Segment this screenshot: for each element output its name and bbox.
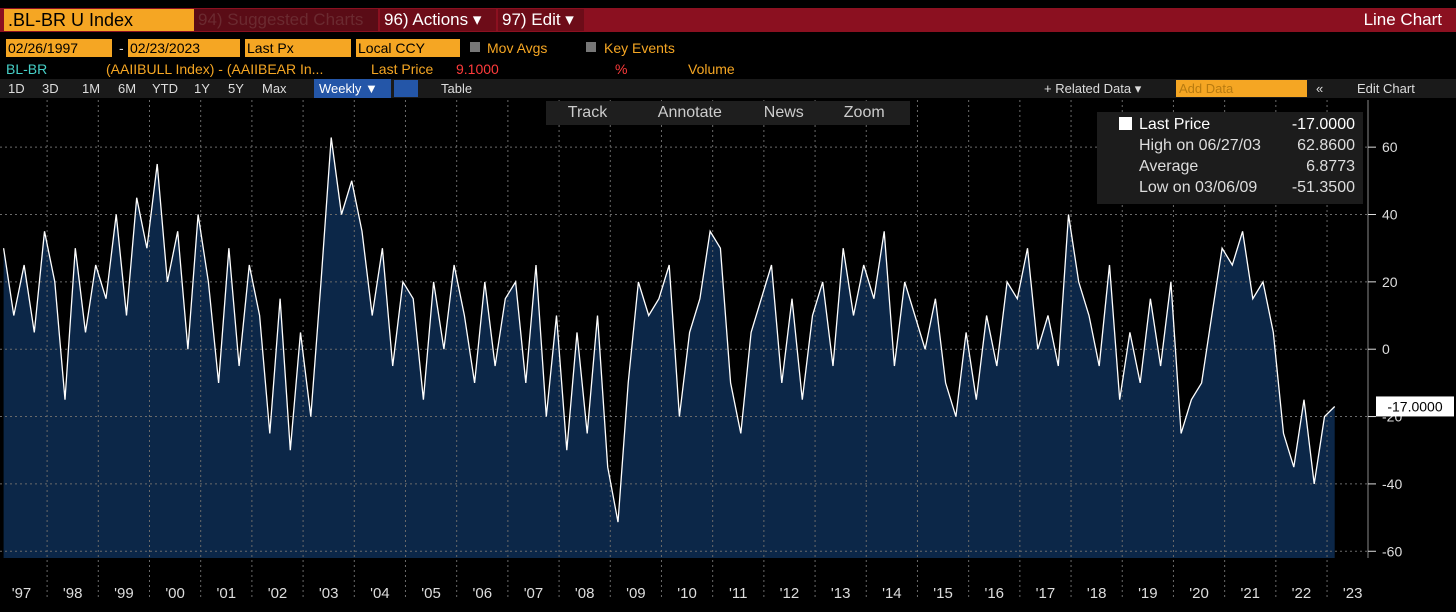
x-tick-label: '99 (114, 585, 134, 602)
start-date[interactable]: 02/26/1997 (6, 39, 112, 57)
y-tick-label: 40 (1382, 207, 1398, 223)
y-tick-label: 0 (1382, 341, 1390, 357)
y-tick-label: -60 (1382, 543, 1402, 559)
axis-panel (1368, 100, 1456, 560)
period-button[interactable]: YTD (152, 81, 178, 96)
x-tick-label: '07 (524, 585, 544, 602)
related-button[interactable]: + Related Data ▾ (1044, 81, 1142, 96)
x-tick-label: '98 (63, 585, 83, 602)
x-tick-label: '00 (165, 585, 185, 602)
chart-toolbar: Track Annotate News Zoom (546, 101, 910, 125)
x-tick-label: '08 (575, 585, 595, 602)
checkbox[interactable] (470, 42, 480, 52)
series-value: 9.1000 (456, 61, 499, 77)
x-tick-label: '06 (473, 585, 493, 602)
last-price-label: -17.0000 (1387, 398, 1442, 414)
x-tick-label: '20 (1189, 585, 1209, 602)
legend-swatch (1119, 117, 1132, 130)
date-dash: - (119, 40, 124, 56)
x-tick-label: '23 (1343, 585, 1363, 602)
last-price-tag (1376, 396, 1454, 417)
series-name: BL-BR (6, 61, 48, 77)
tool-button[interactable]: News (746, 101, 826, 125)
edit-chart[interactable]: Edit Chart (1357, 81, 1415, 96)
tool-button[interactable]: Track (550, 101, 640, 125)
tool-icon (826, 104, 844, 121)
x-tick-label: '09 (626, 585, 646, 602)
edit-button[interactable]: 97) Edit ▾ (498, 9, 584, 31)
series-unit: % (615, 61, 628, 77)
y-tick-label: 20 (1382, 274, 1398, 290)
x-tick-label: '17 (1036, 585, 1056, 602)
period-button[interactable]: 1M (82, 81, 101, 96)
tool-label: Annotate (657, 104, 722, 121)
legend-label: Average (1139, 158, 1199, 175)
chart-kind: Line Chart (1363, 10, 1442, 29)
x-tick-label: '14 (882, 585, 902, 602)
price-line (2, 137, 1336, 523)
legend-label: Last Price (1139, 116, 1211, 133)
legend-value: -51.3500 (1291, 179, 1355, 196)
add-data[interactable]: Add Data (1176, 80, 1307, 97)
period-button[interactable]: 3D (42, 81, 59, 96)
x-tick-label: '97 (12, 585, 32, 602)
chart-icon[interactable] (394, 80, 418, 97)
collapse-icon[interactable]: « (1316, 81, 1324, 96)
series-desc: (AAIIBULL Index) - (AAIIBEAR In... (106, 61, 324, 77)
legend-value: 6.8773 (1306, 158, 1355, 175)
x-tick-label: '04 (370, 585, 390, 602)
tool-icon (550, 104, 568, 121)
x-tick-label: '22 (1292, 585, 1312, 602)
tool-icon (640, 104, 658, 121)
x-tick-label: '12 (780, 585, 800, 602)
tool-button[interactable]: Annotate (640, 101, 746, 125)
x-tick-label: '15 (933, 585, 953, 602)
tool-button[interactable]: Zoom (826, 101, 906, 125)
volume-label: Volume (688, 61, 735, 77)
x-tick-label: '01 (217, 585, 237, 602)
y-tick-label: 60 (1382, 139, 1398, 155)
x-tick-label: '13 (831, 585, 851, 602)
x-tick-label: '11 (729, 585, 747, 602)
currency-box[interactable]: Local CCY (356, 39, 460, 57)
y-tick-label: -40 (1382, 476, 1402, 492)
tool-icon (746, 104, 764, 121)
x-tick-label: '19 (1138, 585, 1158, 602)
ticker-box[interactable]: .BL-BR U Index (4, 9, 194, 31)
tool-label: News (763, 104, 804, 121)
x-tick-label: '10 (677, 585, 697, 602)
legend: Last Price -17.0000 High on 06/27/03 62.860… (1097, 112, 1363, 204)
x-tick-label: '05 (421, 585, 441, 602)
period-button[interactable]: Max (262, 81, 287, 96)
field-box[interactable]: Last Px (245, 39, 351, 57)
x-tick-label: '16 (984, 585, 1004, 602)
legend-value: -17.0000 (1291, 116, 1355, 133)
series-label: Last Price (371, 61, 434, 77)
checkbox[interactable] (586, 42, 596, 52)
x-tick-label: '18 (1087, 585, 1107, 602)
key-events[interactable]: Key Events (604, 40, 675, 56)
table-button[interactable]: Table (441, 81, 473, 96)
x-tick-label: '21 (1240, 585, 1260, 602)
x-tick-label: '03 (319, 585, 339, 602)
tool-label: Zoom (843, 104, 885, 121)
mov-avgs[interactable]: Mov Avgs (487, 40, 548, 56)
area-fill (3, 137, 1335, 558)
period-button[interactable]: 6M (118, 81, 137, 96)
tool-label: Track (567, 104, 608, 121)
legend-label: Low on 03/06/09 (1139, 179, 1258, 196)
legend-label: High on 06/27/03 (1139, 137, 1261, 154)
period-button[interactable]: 1D (8, 81, 25, 96)
legend-value: 62.8600 (1297, 137, 1355, 154)
frequency-button[interactable]: Weekly ▼ (314, 79, 391, 98)
x-tick-label: '02 (268, 585, 288, 602)
actions-button[interactable]: 96) Actions ▾ (380, 9, 496, 31)
period-button[interactable]: 5Y (228, 81, 244, 96)
period-button[interactable]: 1Y (194, 81, 210, 96)
suggested-button[interactable]: 94) Suggested Charts (194, 9, 378, 31)
end-date[interactable]: 02/23/2023 (128, 39, 240, 57)
